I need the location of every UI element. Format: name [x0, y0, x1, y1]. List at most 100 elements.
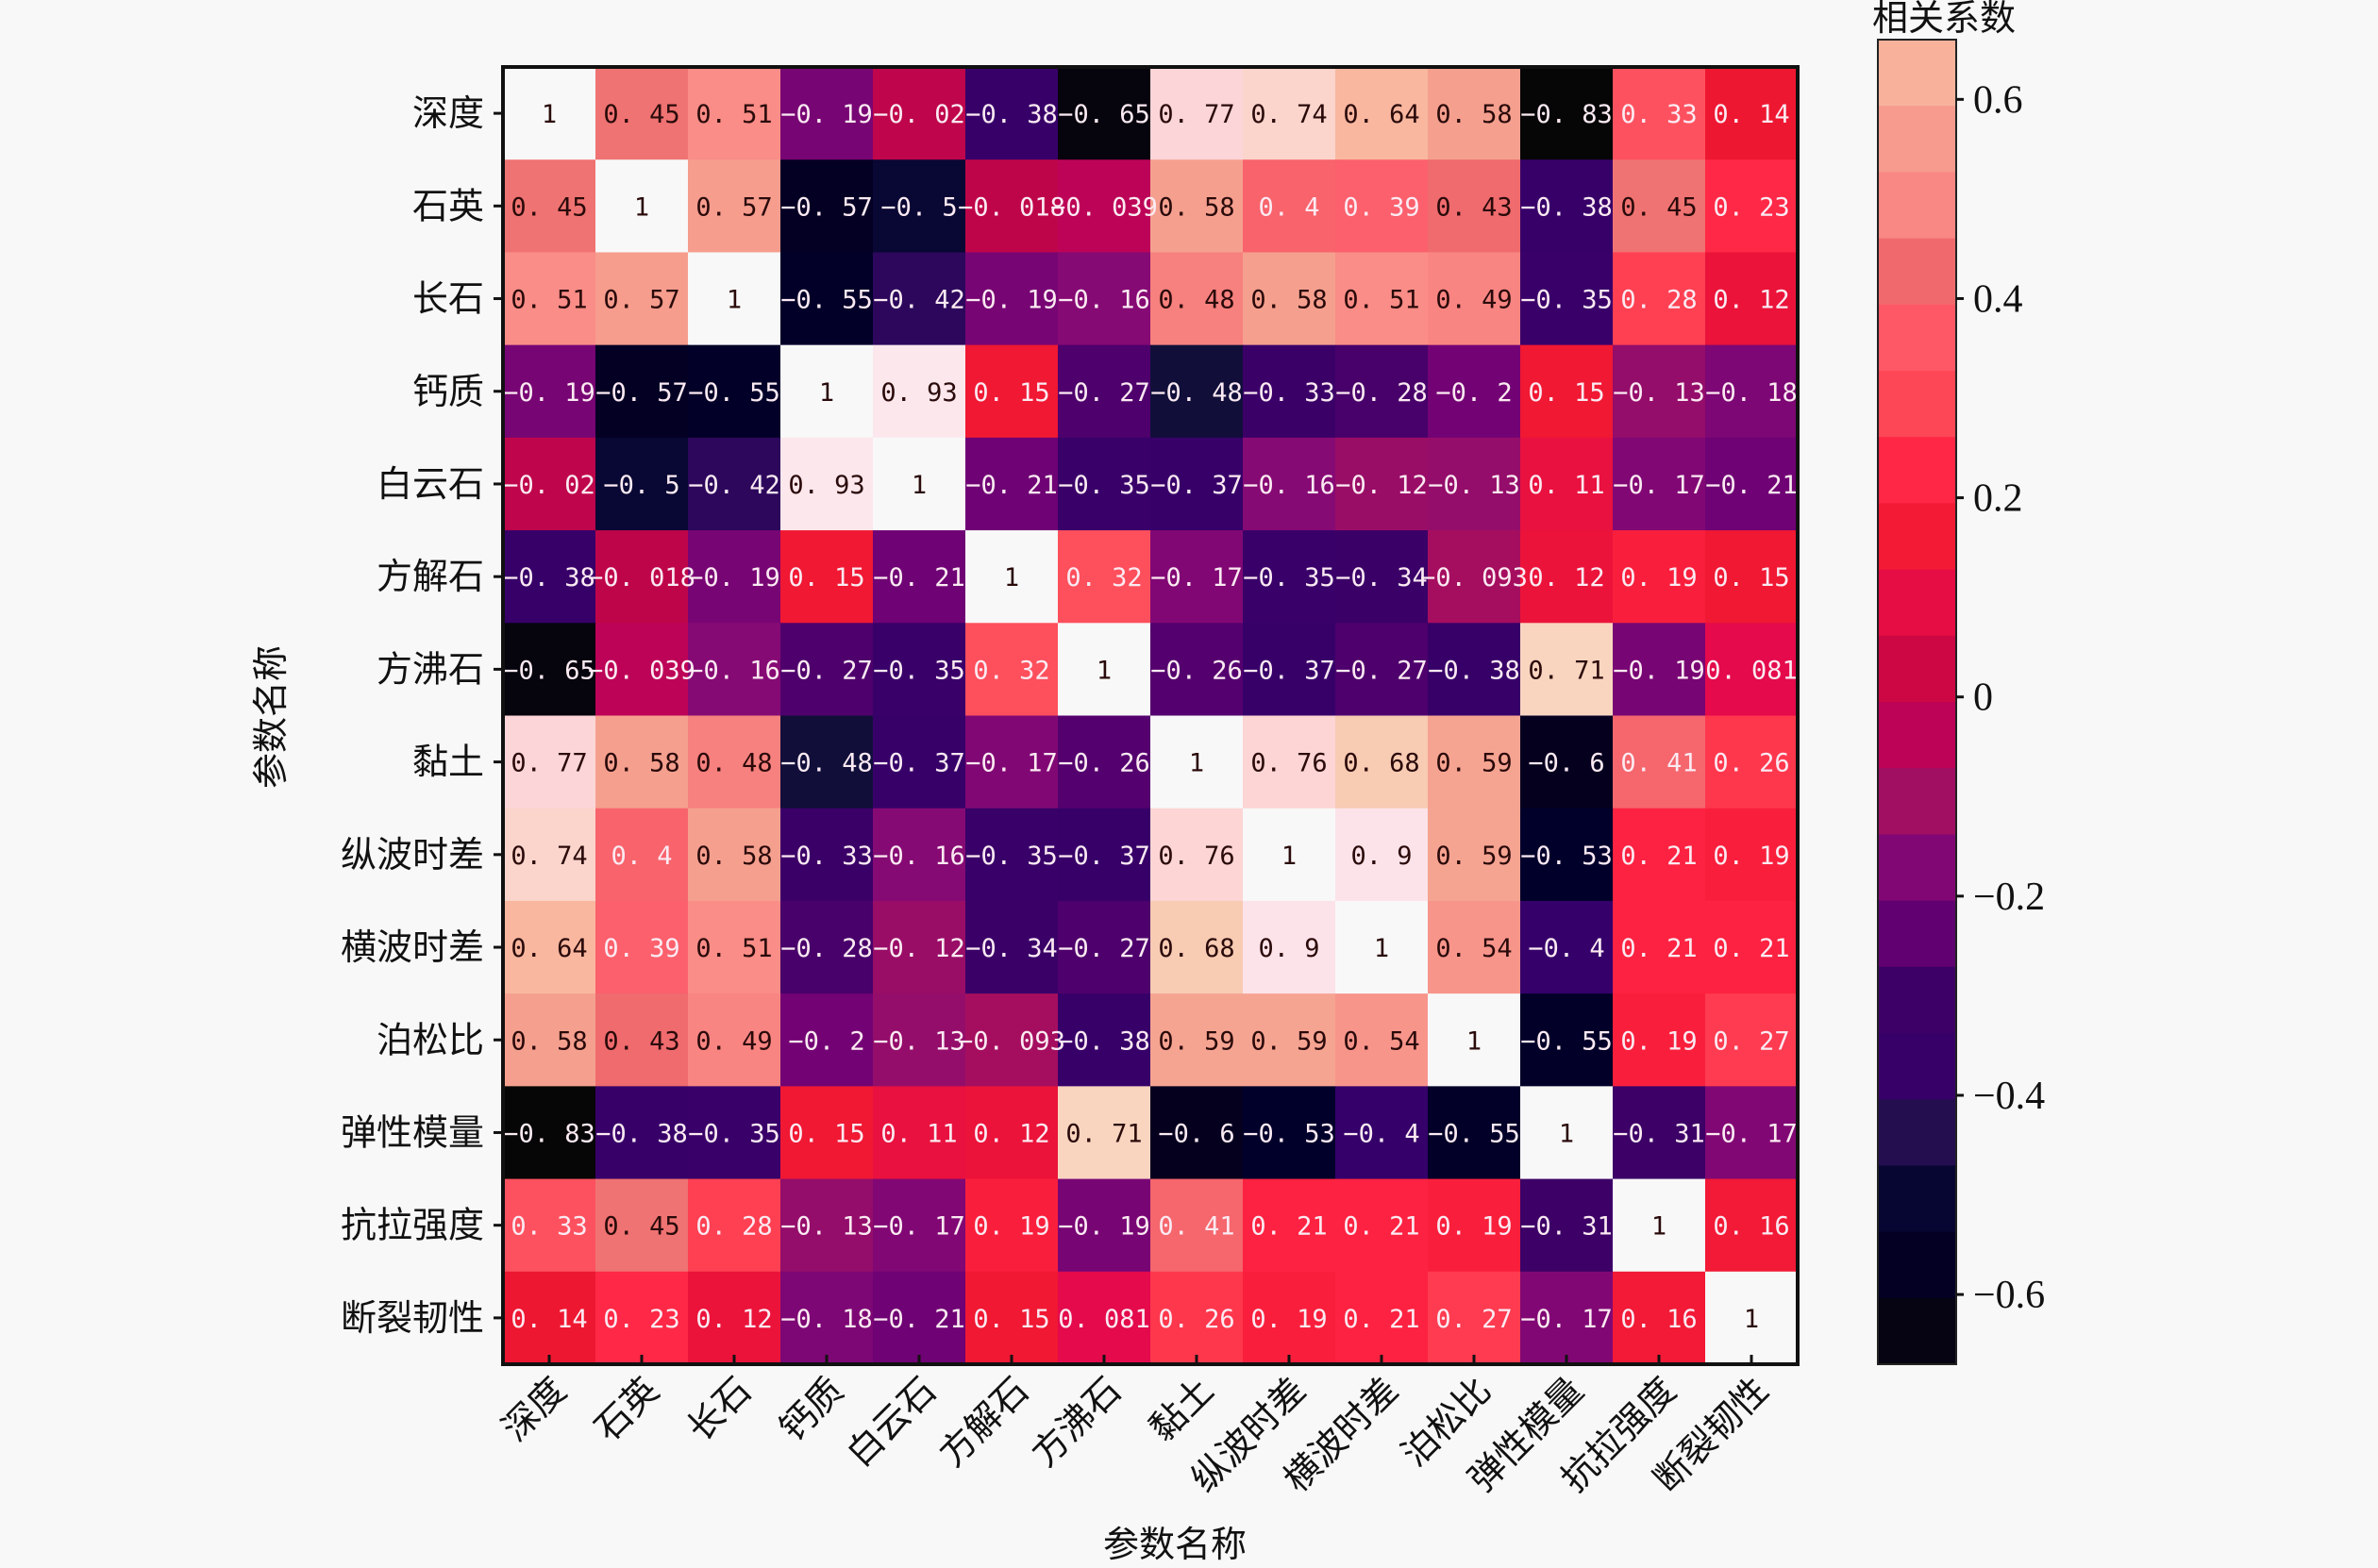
heatmap-cell	[1335, 252, 1429, 346]
cell-value-label: −0. 19	[503, 378, 595, 408]
cell-value-label: 0. 16	[1713, 1212, 1789, 1242]
heatmap-cell	[688, 530, 781, 624]
heatmap-cell	[595, 67, 689, 160]
cell-value-label: −0. 16	[873, 842, 965, 871]
cell-value-label: −0. 13	[1613, 378, 1705, 408]
cell-value-label: 0. 26	[1713, 749, 1789, 778]
cell-value-label: 0. 45	[603, 100, 679, 129]
heatmap-cell	[1428, 623, 1521, 717]
cell-value-label: 0. 21	[1250, 1212, 1327, 1242]
colorbar-tick-label: 0.6	[1973, 78, 2023, 122]
heatmap-cell	[1705, 252, 1799, 346]
cell-value-label: 0. 45	[1620, 192, 1697, 222]
cell-value-label: −0. 33	[780, 842, 873, 871]
heatmap-cell	[873, 530, 966, 624]
heatmap-cell	[1613, 623, 1706, 717]
cell-value-label: 0. 51	[695, 100, 772, 129]
cell-value-label: 0. 28	[695, 1212, 772, 1242]
colorbar-frame	[1877, 39, 1957, 1365]
cell-value-label: 0. 11	[880, 1119, 957, 1148]
colorbar-ticks: 0.6 0.4 0.2 0 −0.2 −0.4 −0.6	[1956, 78, 2045, 1317]
cell-value-label: −0. 65	[1058, 100, 1150, 129]
cell-value-label: 0. 15	[788, 1119, 864, 1148]
cell-value-label: −0. 21	[873, 1305, 965, 1334]
colorbar-segment	[1878, 40, 1956, 107]
cell-value-label: 0. 12	[1713, 286, 1789, 315]
heatmap-cell	[1150, 808, 1244, 902]
cell-value-label: 1	[912, 471, 927, 500]
cell-value-labels: 1 0. 45 0. 51 −0. 19 −0. 02 −0. 38 −0. 65 0. 77…	[503, 100, 1798, 1334]
heatmap-cell	[688, 1271, 781, 1365]
heatmap-cell	[1335, 1178, 1429, 1273]
heatmap-cell	[595, 715, 689, 809]
heatmap-cell	[1705, 437, 1799, 531]
heatmap-cell	[1520, 900, 1614, 994]
cell-value-label: 0. 57	[603, 286, 679, 315]
heatmap-cell	[688, 900, 781, 994]
cell-value-label: −0. 35	[688, 1119, 780, 1148]
cell-value-label: 0. 12	[695, 1305, 772, 1334]
heatmap-cell	[688, 993, 781, 1087]
cell-value-label: 0. 59	[1250, 1026, 1327, 1056]
cell-value-label: −0. 37	[1058, 842, 1150, 871]
colorbar-segment	[1878, 304, 1956, 372]
heatmap-cell	[1520, 715, 1614, 809]
cell-value-label: 0. 59	[1435, 842, 1512, 871]
heatmap-cell	[1150, 159, 1244, 254]
y-tick-label: 纵波时差	[341, 834, 484, 876]
heatmap-cell	[1243, 1271, 1336, 1365]
heatmap-cell	[503, 252, 596, 346]
heatmap-cell	[1613, 437, 1706, 531]
cell-value-label: 0. 19	[1620, 563, 1697, 592]
heatmap-cell	[1428, 159, 1521, 254]
heatmap-cell	[1613, 530, 1706, 624]
heatmap-cell	[1058, 67, 1151, 160]
heatmap-cell	[965, 437, 1059, 531]
cell-value-label: 1	[1004, 563, 1019, 592]
heatmap-cell	[780, 530, 874, 624]
cell-value-label: −0. 018	[588, 563, 695, 592]
cell-value-label: −0. 12	[873, 934, 965, 963]
heatmap-cell	[1335, 159, 1429, 254]
heatmap-cell	[1613, 808, 1706, 902]
x-tick-label: 钙质	[772, 1369, 852, 1449]
cell-value-label: 0. 081	[1705, 656, 1798, 685]
heatmap-cell	[965, 715, 1059, 809]
cell-value-label: −0. 38	[1058, 1026, 1150, 1056]
heatmap-cell	[503, 715, 596, 809]
heatmap-cell	[1335, 530, 1429, 624]
cell-value-label: 0. 59	[1158, 1026, 1234, 1056]
heatmap-cell	[965, 900, 1059, 994]
colorbar-segment	[1878, 1231, 1956, 1299]
colorbar-segment	[1878, 1165, 1956, 1233]
cell-value-label: 0. 77	[511, 749, 587, 778]
cell-value-label: −0. 37	[1243, 656, 1335, 685]
heatmap-cell	[688, 1086, 781, 1180]
heatmap-cell	[873, 715, 966, 809]
heatmap-cell	[503, 900, 596, 994]
cell-value-label: 0. 93	[880, 378, 957, 408]
y-tick-label: 白云石	[377, 463, 484, 505]
cell-value-label: 1	[1744, 1305, 1759, 1334]
cell-value-label: 0. 43	[603, 1026, 679, 1056]
cell-value-label: −0. 13	[780, 1212, 873, 1242]
heatmap-cell	[873, 900, 966, 994]
cell-value-label: −0. 19	[780, 100, 873, 129]
heatmap-cell	[1520, 252, 1614, 346]
cell-value-label: −0. 26	[1058, 749, 1150, 778]
heatmap-cell	[1058, 993, 1151, 1087]
heatmap-cell	[873, 437, 966, 531]
cell-value-label: 0. 15	[1713, 563, 1789, 592]
colorbar-segment	[1878, 635, 1956, 703]
heatmap-cell	[873, 1178, 966, 1273]
cell-value-label: 0. 51	[511, 286, 587, 315]
heatmap-cell	[1150, 67, 1244, 160]
heatmap-cell	[1705, 530, 1799, 624]
cell-value-label: 0. 49	[695, 1026, 772, 1056]
cell-value-label: −0. 55	[780, 286, 873, 315]
y-tick-label: 横波时差	[341, 926, 484, 968]
cell-value-label: 1	[1651, 1212, 1666, 1242]
cell-value-label: 0. 4	[1258, 192, 1319, 222]
heatmap-cell	[595, 1086, 689, 1180]
heatmap-cell	[873, 993, 966, 1087]
